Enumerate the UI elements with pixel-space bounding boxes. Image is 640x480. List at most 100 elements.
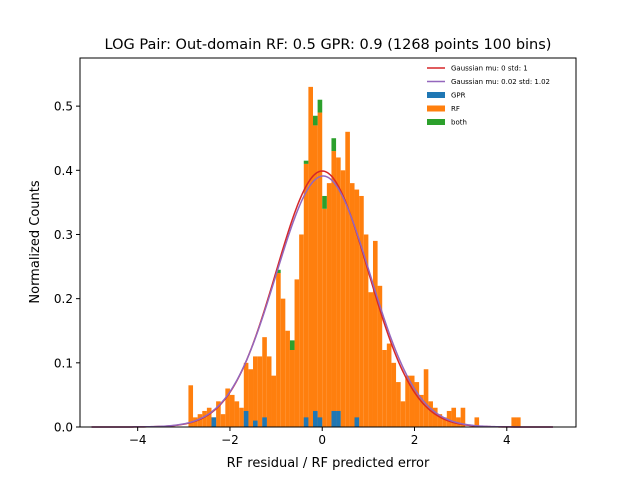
both-bar-1 (289, 340, 295, 350)
gpr-bar-7 (331, 410, 337, 427)
legend: Gaussian mu: 0 std: 1 Gaussian mu: 0.02 s… (427, 65, 550, 127)
gpr-bar-4 (303, 417, 309, 427)
both-bar-5 (322, 195, 327, 209)
legend-label: Gaussian mu: 0.02 std: 1.02 (451, 78, 550, 86)
y-tick-label: 0.4 (54, 164, 73, 178)
rf-bar-38 (363, 234, 369, 427)
rf-bar-42 (382, 349, 387, 427)
rf-bar-23 (294, 279, 300, 427)
gpr-bar-0 (211, 417, 217, 427)
rf-bar-27 (313, 125, 318, 427)
rf-bar-25 (303, 163, 309, 427)
both-bar-2 (303, 160, 309, 164)
gpr-bar-1 (243, 410, 249, 427)
rf-bar-18 (271, 375, 277, 427)
legend-label: RF (451, 105, 460, 113)
rf-bar-56 (446, 410, 452, 427)
gpr-bar-5 (313, 410, 318, 427)
y-axis-ticks: 0.0 0.1 0.2 0.3 0.4 0.5 (54, 100, 80, 435)
rf-bar-60 (474, 417, 480, 427)
y-tick-label: 0.5 (54, 100, 73, 114)
rf-bar-31 (331, 151, 337, 428)
rf-bar-2 (197, 414, 203, 427)
rf-bar-29 (322, 208, 327, 427)
x-tick-label: 2 (411, 433, 419, 447)
rf-bar-26 (308, 86, 313, 427)
y-tick-label: 0.0 (54, 421, 73, 435)
rf-bar-59 (460, 407, 466, 427)
rf-bar-49 (414, 382, 420, 427)
rf-bar-34 (345, 131, 350, 428)
rf-bar-28 (317, 112, 323, 428)
gpr-bar-3 (262, 417, 267, 427)
rf-bar-11 (239, 407, 244, 427)
rf-bar-52 (428, 401, 433, 427)
rf-bar-6 (216, 401, 221, 427)
rf-bar-3 (202, 410, 207, 427)
y-axis-label: Normalized Counts (28, 180, 43, 303)
y-tick-label: 0.2 (54, 292, 73, 306)
rf-bar-47 (405, 375, 410, 427)
rf-bar-32 (336, 157, 341, 427)
gpr-bar-2 (253, 420, 258, 427)
rf-bar-45 (396, 382, 401, 427)
both-bar-3 (313, 115, 318, 126)
both-bar-4 (317, 99, 323, 113)
x-tick-label: 0 (318, 433, 326, 447)
rf-bar-14 (253, 356, 258, 427)
rf-bar-9 (229, 394, 235, 427)
rf-bar-44 (391, 362, 397, 427)
rf-bar-20 (280, 298, 286, 427)
legend-patch-swatch (427, 92, 445, 98)
y-tick-label: 0.3 (54, 228, 73, 242)
curves-layer (91, 170, 553, 428)
legend-patch-swatch (427, 105, 445, 112)
rf-bar-50 (419, 394, 424, 427)
rf-bar-61 (511, 417, 517, 427)
bars-layer (188, 86, 521, 428)
rf-bar-48 (409, 375, 415, 427)
rf-bar-7 (220, 414, 226, 427)
legend-label: Gaussian mu: 0 std: 1 (451, 65, 528, 73)
rf-bar-13 (248, 369, 254, 427)
plot-frame (79, 57, 577, 428)
rf-bar-16 (262, 337, 267, 427)
rf-bar-19 (276, 272, 281, 427)
rf-bar-40 (372, 240, 378, 427)
rf-bar-57 (451, 407, 457, 427)
chart-title: LOG Pair: Out-domain RF: 0.5 GPR: 0.9 (1… (105, 37, 552, 53)
rf-bar-55 (442, 417, 447, 427)
x-tick-label: −4 (129, 433, 147, 447)
rf-bar-24 (299, 234, 304, 427)
rf-bar-54 (437, 414, 443, 427)
rf-bar-1 (193, 417, 198, 427)
rf-bar-43 (386, 343, 392, 427)
x-tick-label: 4 (503, 433, 511, 447)
rf-bar-33 (340, 170, 346, 428)
rf-bar-0 (188, 385, 194, 427)
rf-bar-22 (289, 349, 295, 427)
x-tick-label: −2 (221, 433, 239, 447)
rf-bar-15 (257, 356, 263, 427)
gpr-bar-8 (336, 410, 341, 427)
gaussian-curve-2 (91, 175, 553, 428)
rf-bar-10 (234, 401, 240, 427)
rf-bar-46 (400, 401, 406, 427)
legend-label: both (451, 119, 467, 127)
legend-patch-swatch (427, 119, 445, 125)
y-tick-label: 0.1 (54, 356, 73, 370)
x-axis-label: RF residual / RF predicted error (227, 456, 430, 471)
rf-bar-12 (243, 362, 249, 427)
rf-bar-35 (349, 183, 355, 427)
rf-bar-21 (285, 330, 290, 427)
rf-bar-41 (377, 285, 383, 427)
rf-bar-37 (359, 195, 364, 427)
both-bar-0 (276, 269, 281, 273)
rf-bar-30 (326, 183, 332, 427)
legend-label: GPR (451, 92, 466, 100)
rf-bar-51 (423, 369, 429, 427)
rf-bar-62 (516, 417, 521, 427)
x-axis-ticks: −4 −2 0 2 4 (129, 427, 511, 447)
rf-bar-36 (354, 189, 360, 427)
